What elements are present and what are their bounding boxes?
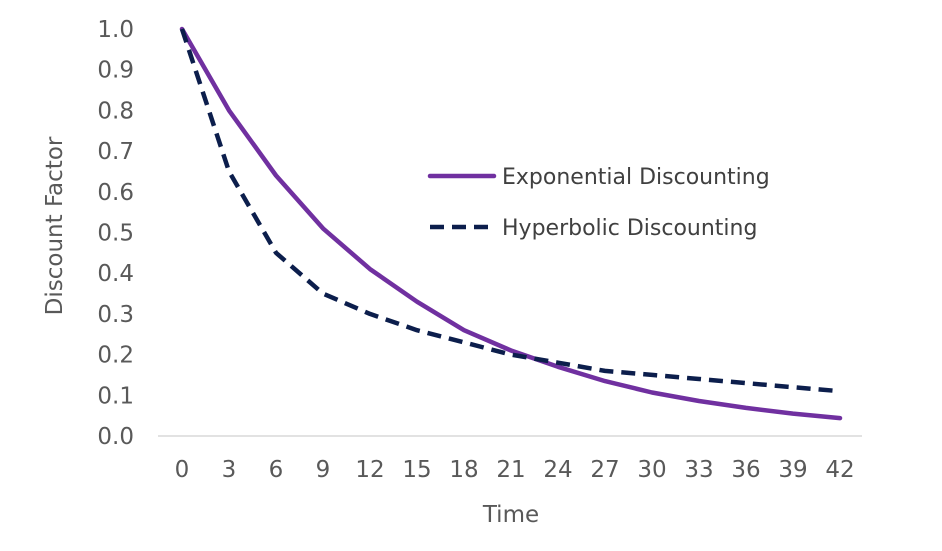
y-tick-label: 0.5	[97, 221, 134, 247]
y-axis-title: Discount Factor	[42, 136, 68, 315]
x-tick-label: 27	[590, 457, 619, 483]
y-tick-label: 0.3	[97, 302, 134, 328]
x-tick-label: 12	[355, 457, 384, 483]
x-tick-label: 6	[269, 457, 284, 483]
y-tick-label: 0.8	[97, 98, 134, 124]
x-tick-label: 30	[637, 457, 666, 483]
y-tick-label: 0.1	[97, 383, 134, 409]
y-tick-label: 0.2	[97, 343, 134, 369]
y-tick-label: 0.6	[97, 180, 134, 206]
x-tick-label: 15	[402, 457, 431, 483]
x-tick-label: 9	[316, 457, 331, 483]
x-tick-label: 18	[449, 457, 478, 483]
series-line-exponential	[179, 26, 843, 421]
x-tick-label: 24	[543, 457, 572, 483]
y-tick-label: 0.4	[97, 261, 134, 287]
legend-label: Hyperbolic Discounting	[502, 216, 757, 241]
x-tick-label: 21	[496, 457, 525, 483]
y-tick-label: 0.9	[97, 58, 134, 84]
y-tick-label: 0.0	[97, 424, 134, 450]
x-tick-label: 3	[222, 457, 237, 483]
y-tick-label: 1.0	[97, 17, 134, 43]
y-tick-label: 0.7	[97, 139, 134, 165]
series-line-hyperbolic	[179, 28, 841, 394]
x-tick-label: 36	[731, 457, 760, 483]
x-axis-ticks: 0 3 6 9 12 15 18 21 24 27 30 33 36 39 42	[175, 457, 855, 483]
legend-label: Exponential Discounting	[502, 165, 770, 190]
x-tick-label: 0	[175, 457, 190, 483]
x-tick-label: 42	[825, 457, 854, 483]
y-axis-ticks: 0.0 0.1 0.2 0.3 0.4 0.5 0.6 0.7 0.8 0.9 1.0	[97, 17, 134, 450]
x-axis-title: Time	[482, 502, 539, 528]
series-layer	[179, 26, 843, 421]
x-tick-label: 39	[778, 457, 807, 483]
x-tick-label: 33	[684, 457, 713, 483]
legend: Exponential Discounting Hyperbolic Discou…	[427, 165, 770, 241]
